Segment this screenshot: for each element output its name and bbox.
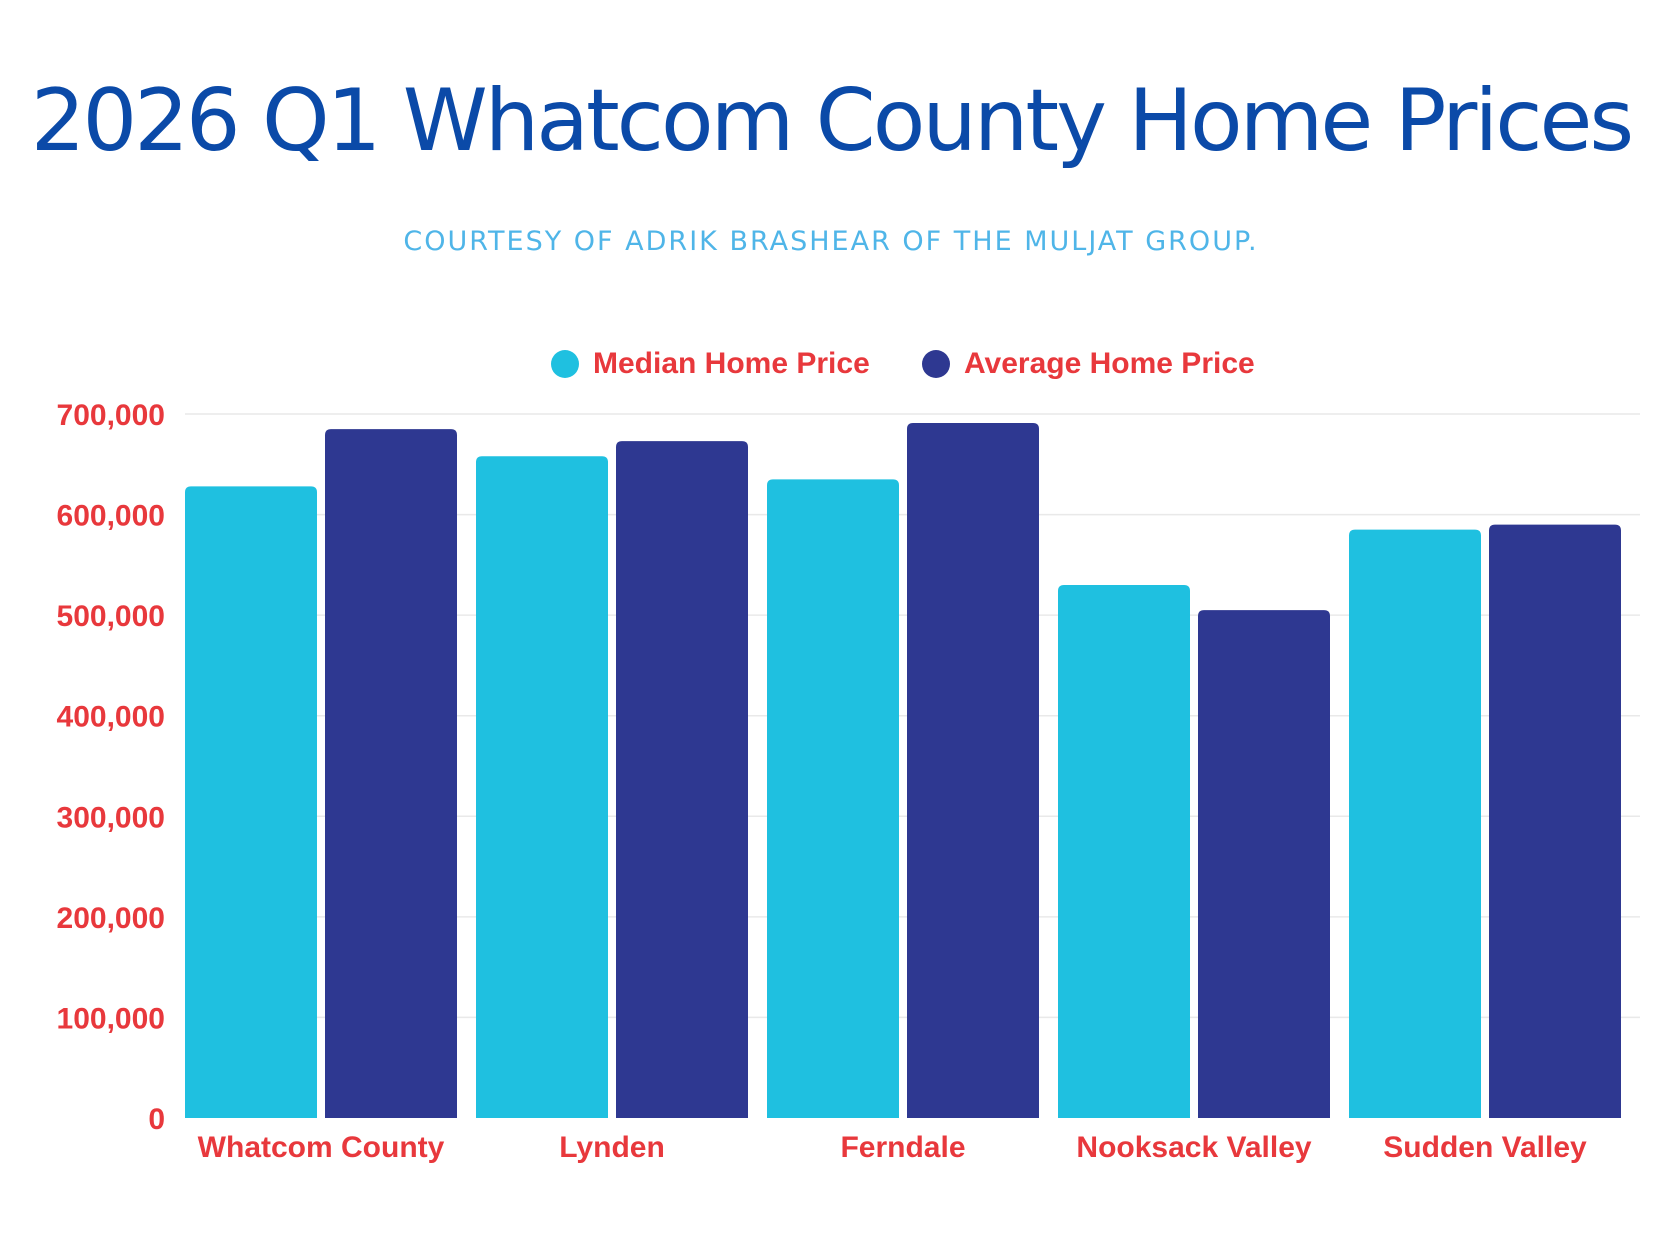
legend-swatch	[551, 350, 579, 378]
legend-swatch	[922, 350, 950, 378]
y-tick-label: 0	[148, 1103, 165, 1136]
y-tick-label: 600,000	[57, 500, 165, 533]
legend: Median Home Price Average Home Price	[551, 347, 1255, 380]
y-tick-label: 400,000	[57, 701, 165, 734]
x-category-label: Whatcom County	[198, 1131, 445, 1164]
bar-average-nooksack-valley	[1198, 610, 1330, 1118]
y-tick-label: 500,000	[57, 600, 165, 633]
bars	[185, 423, 1621, 1119]
bar-median-lynden	[476, 456, 608, 1118]
bar-average-sudden-valley	[1489, 524, 1621, 1118]
bar-average-whatcom-county	[325, 429, 457, 1119]
x-category-label: Nooksack Valley	[1076, 1131, 1311, 1164]
bar-median-whatcom-county	[185, 486, 317, 1118]
bar-average-lynden	[616, 441, 748, 1118]
x-category-label: Ferndale	[840, 1131, 965, 1164]
y-axis-tick-labels: 0 100,000 200,000 300,000 400,000 500,000 600,…	[57, 399, 165, 1136]
x-category-label: Sudden Valley	[1383, 1131, 1587, 1164]
y-tick-label: 300,000	[57, 801, 165, 834]
x-category-label: Lynden	[559, 1131, 665, 1164]
chart-title: 2026 Q1 Whatcom County Home Prices	[30, 71, 1634, 171]
y-tick-label: 200,000	[57, 902, 165, 935]
bar-average-ferndale	[907, 423, 1039, 1119]
bar-median-sudden-valley	[1349, 529, 1481, 1118]
chart-subtitle: COURTESY OF ADRIK BRASHEAR OF THE MULJAT…	[403, 226, 1259, 257]
bar-median-ferndale	[767, 479, 899, 1118]
legend-label: Median Home Price	[593, 347, 870, 380]
y-tick-label: 700,000	[57, 399, 165, 432]
x-axis-category-labels: Whatcom County Lynden Ferndale Nooksack Val…	[198, 1131, 1587, 1164]
bar-median-nooksack-valley	[1058, 584, 1190, 1118]
y-tick-label: 100,000	[57, 1002, 165, 1035]
legend-label: Average Home Price	[964, 347, 1255, 380]
